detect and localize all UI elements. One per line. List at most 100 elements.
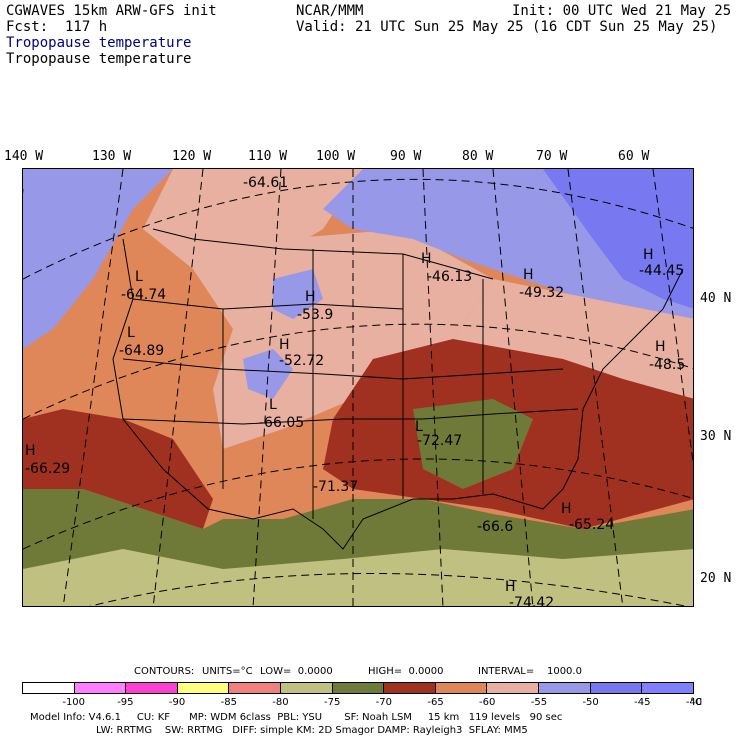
graticule-lon-90w bbox=[422, 169, 444, 606]
lon-label-140w: 140 W bbox=[4, 149, 44, 164]
extremum-value: -49.32 bbox=[519, 285, 564, 301]
extremum-value: -64.61 bbox=[243, 175, 288, 191]
colorbar-label: -45 bbox=[634, 697, 651, 708]
low-label: LOW= 0.0000 bbox=[260, 666, 333, 677]
coastline bbox=[112, 238, 684, 550]
colorbar-swatch bbox=[332, 683, 385, 693]
extremum-value: -64.89 bbox=[119, 343, 164, 359]
colorbar-swatch bbox=[177, 683, 230, 693]
lon-label-100w: 100 W bbox=[316, 149, 356, 164]
colorbar-label: -100 bbox=[62, 697, 86, 708]
graticule-lon-80w bbox=[492, 169, 534, 606]
field-region-east-pink bbox=[453, 279, 693, 409]
graticule-lat-30n bbox=[23, 458, 693, 550]
extremum-type: H bbox=[305, 289, 316, 305]
extremum-value: -71.37 bbox=[313, 479, 358, 495]
extremum-value: -64.74 bbox=[121, 287, 166, 303]
field-title-secondary: Tropopause temperature bbox=[6, 51, 192, 67]
graticule-lon-120w bbox=[152, 169, 204, 606]
colorbar-label: -80 bbox=[272, 697, 289, 708]
colorbar-swatch bbox=[281, 683, 333, 693]
extremum-type: L bbox=[127, 325, 135, 341]
valid-time: Valid: 21 UTC Sun 25 May 25 (16 CDT Sun … bbox=[296, 19, 718, 35]
extrema-labels: -64.61 L -64.74 L -64.89 H -53.9 H -52.7… bbox=[25, 175, 685, 607]
extremum-type: H bbox=[279, 337, 290, 353]
extremum-value: -65.24 bbox=[569, 517, 614, 533]
graticule-lon-130w bbox=[62, 169, 124, 606]
extremum-value: -48.5 bbox=[649, 357, 685, 373]
field-region-northeast-blue bbox=[543, 169, 693, 309]
init-time: Init: 00 UTC Wed 21 May 25 bbox=[512, 3, 732, 19]
forecast-hour: Fcst: 117 h bbox=[6, 19, 108, 35]
extremum-type: L bbox=[415, 419, 423, 435]
colorbar-swatch bbox=[229, 683, 282, 693]
model-info-line1: Model Info: V4.6.1 CU: KF MP: WDM 6class… bbox=[30, 712, 563, 723]
extremum-type: H bbox=[643, 247, 654, 263]
extremum-type: H bbox=[25, 443, 36, 459]
colorbar-swatch bbox=[642, 683, 693, 693]
organization: NCAR/MMM bbox=[296, 3, 364, 19]
colorbar-label: -85 bbox=[220, 697, 237, 708]
colorbar-swatch bbox=[590, 683, 643, 693]
field-region-northwest-pink bbox=[143, 169, 363, 279]
graticule-lon-60w bbox=[652, 169, 693, 466]
extremum-value: -72.47 bbox=[417, 433, 462, 449]
field-region-west-cold bbox=[23, 169, 173, 349]
colorbar-swatch bbox=[74, 683, 127, 693]
colorbar-swatch bbox=[487, 683, 540, 693]
colorbar-label: -55 bbox=[530, 697, 548, 708]
colorbar-swatch bbox=[435, 683, 488, 693]
extremum-value: -66.6 bbox=[477, 519, 513, 535]
colorbar-swatch bbox=[126, 683, 178, 693]
extremum-type: L bbox=[135, 269, 143, 285]
extremum-value: -66.05 bbox=[259, 415, 304, 431]
colorbar bbox=[22, 682, 694, 694]
colorbar-label: °C bbox=[690, 697, 702, 708]
extremum-type: H bbox=[421, 251, 432, 267]
model-title: CGWAVES 15km ARW-GFS init bbox=[6, 3, 217, 19]
graticule-lon-70w bbox=[567, 169, 624, 606]
colorbar-swatch bbox=[23, 683, 75, 693]
lat-label-40n: 40 N bbox=[700, 291, 732, 306]
state-line-1 bbox=[132, 298, 404, 310]
lon-label-130w: 130 W bbox=[92, 149, 132, 164]
field-region-tropics-light bbox=[23, 549, 693, 606]
extremum-value: -74.42 bbox=[509, 595, 554, 607]
lon-label-120w: 120 W bbox=[172, 149, 212, 164]
lat-label-30n: 30 N bbox=[700, 429, 732, 444]
colorbar-label: -65 bbox=[427, 697, 444, 708]
map-canvas: -64.61 L -64.74 L -64.89 H -53.9 H -52.7… bbox=[23, 169, 693, 607]
colorbar-label: -90 bbox=[168, 697, 186, 708]
lon-label-70w: 70 W bbox=[536, 149, 568, 164]
colorbar-label: -75 bbox=[323, 697, 341, 708]
state-line-2 bbox=[122, 358, 564, 380]
colorbar-label: -40 bbox=[685, 697, 703, 708]
colorbar-labels: -100 -95 -90 -85 -80 -75 -70 -65 -60 -55 -50 -45 -40… bbox=[22, 697, 740, 709]
extremum-type: H bbox=[655, 339, 666, 355]
contours-label: CONTOURS: bbox=[134, 666, 195, 677]
graticule-lat-40n bbox=[23, 323, 693, 420]
extremum-type: H bbox=[505, 579, 516, 595]
extremum-type: H bbox=[561, 501, 572, 517]
extremum-value: -53.9 bbox=[297, 307, 333, 323]
lon-label-60w: 60 W bbox=[618, 149, 650, 164]
colorbar-label: -60 bbox=[479, 697, 496, 708]
interval-label: INTERVAL= 1000.0 bbox=[478, 666, 582, 677]
high-label: HIGH= 0.0000 bbox=[368, 666, 444, 677]
colorbar-swatch bbox=[384, 683, 436, 693]
colorbar-label: -95 bbox=[117, 697, 134, 708]
colorbar-swatch bbox=[539, 683, 591, 693]
field-region-gulfstates-olive bbox=[413, 399, 533, 489]
graticule-lat-20n bbox=[89, 573, 688, 606]
extremum-value: -66.29 bbox=[25, 461, 70, 477]
colorbar-label: -50 bbox=[582, 697, 599, 708]
units-label: UNITS=°C bbox=[202, 666, 253, 677]
field-patch-rockies bbox=[243, 349, 293, 399]
graticule-lon-110w bbox=[252, 169, 282, 606]
political-boundaries bbox=[112, 228, 684, 550]
extremum-value: -46.13 bbox=[427, 269, 472, 285]
lon-label-110w: 110 W bbox=[248, 149, 288, 164]
extremum-value: -52.72 bbox=[279, 353, 324, 369]
field-title-primary: Tropopause temperature bbox=[6, 35, 192, 51]
lon-label-90w: 90 W bbox=[390, 149, 422, 164]
